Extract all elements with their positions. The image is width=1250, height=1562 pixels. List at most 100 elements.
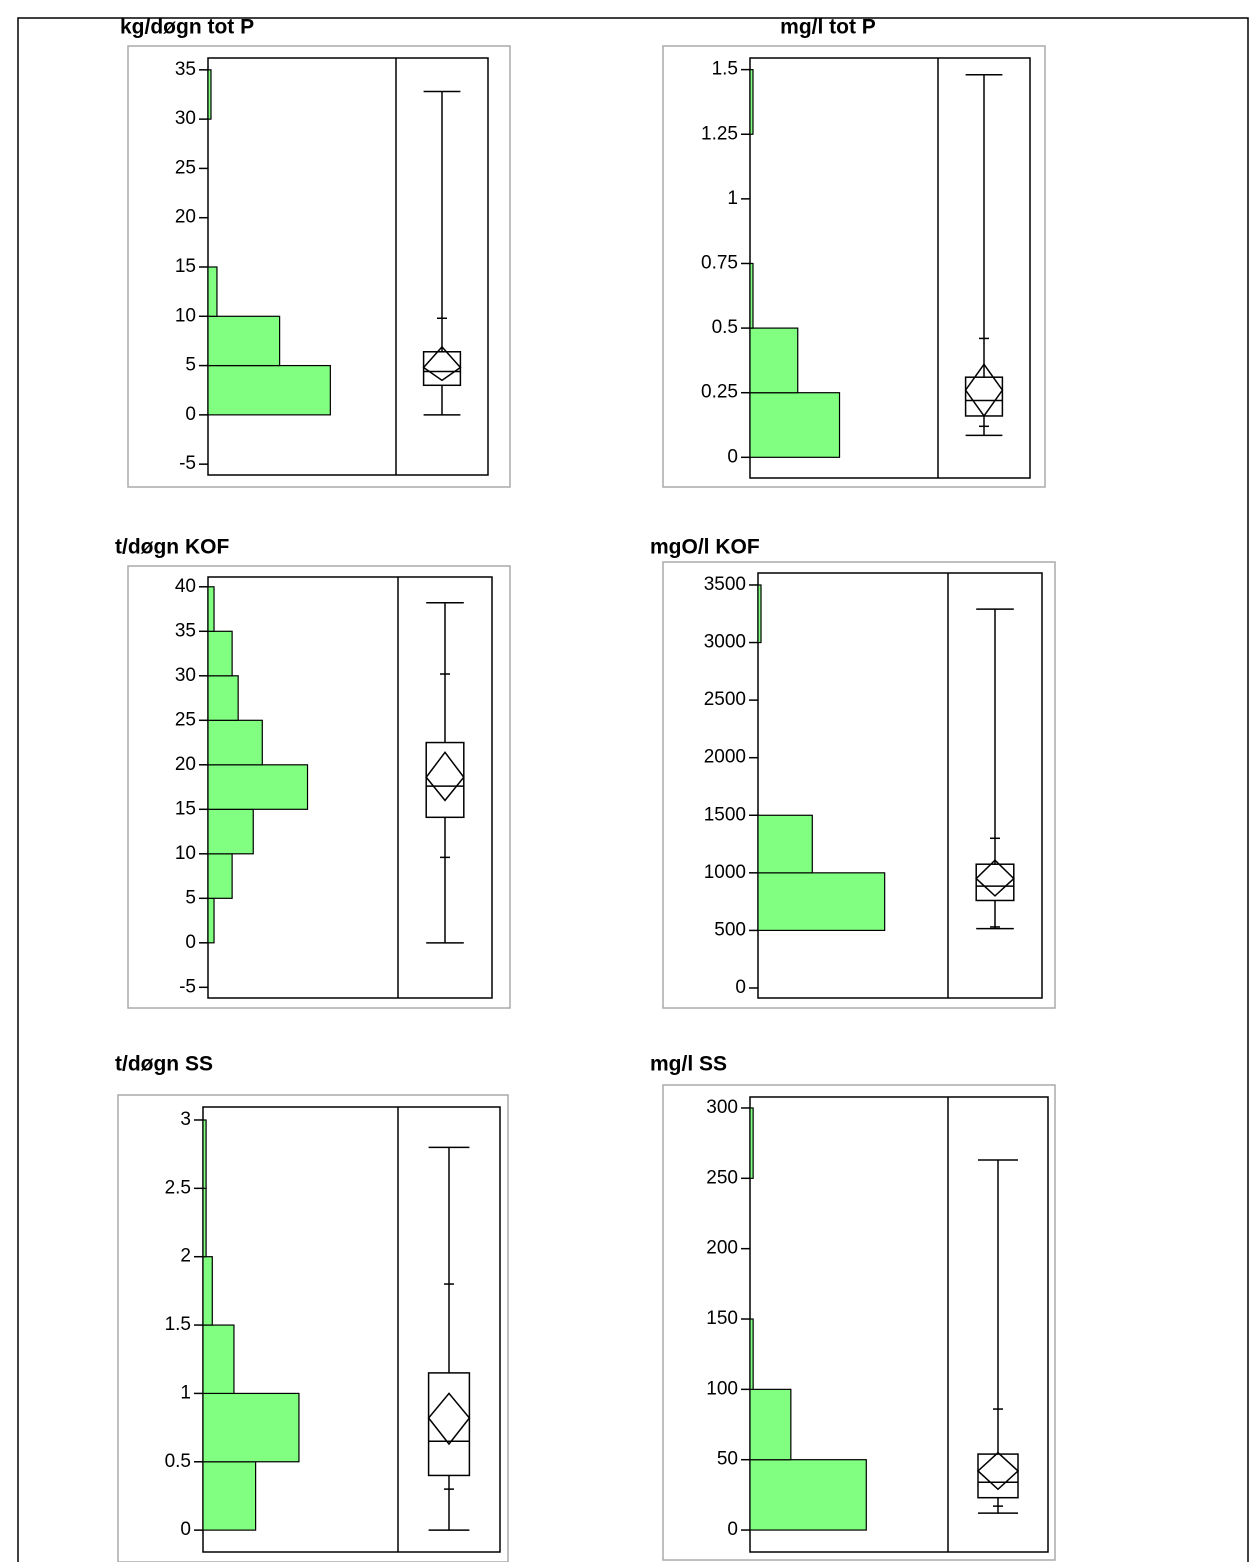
y-tick-label: 25 <box>175 157 196 178</box>
histogram-bar <box>207 364 331 416</box>
y-tick-label: 35 <box>175 59 196 80</box>
y-tick-label: 0.5 <box>165 1451 191 1472</box>
histogram-bar <box>749 327 799 394</box>
panel-frame <box>127 565 511 1009</box>
mean-diamond <box>976 1451 1020 1491</box>
panel-title: t/døgn SS <box>115 1053 213 1076</box>
panel-frame <box>662 561 1056 1009</box>
y-tick-label: 20 <box>175 754 196 775</box>
y-tick-label: 5 <box>185 887 196 908</box>
mean-diamond <box>422 345 462 382</box>
y-tick-label: 1 <box>180 1382 191 1403</box>
histogram-bar <box>207 897 215 944</box>
histogram-bar <box>207 764 309 810</box>
y-tick-label: 2000 <box>704 747 746 768</box>
y-tick-label: 30 <box>175 108 196 129</box>
mean-diamond <box>425 751 465 802</box>
histogram-bar <box>749 1318 754 1390</box>
box <box>427 1372 471 1477</box>
y-tick-label: 2.5 <box>165 1177 191 1198</box>
y-tick-label: 250 <box>706 1167 738 1188</box>
histogram-bar <box>202 1187 207 1258</box>
y-tick-label: 0.5 <box>712 317 738 338</box>
histogram-bar <box>207 675 239 721</box>
histogram-bar <box>202 1324 235 1395</box>
y-tick-label: 100 <box>706 1378 738 1399</box>
mean-diamond <box>964 362 1004 418</box>
histogram-bar <box>202 1119 207 1189</box>
histogram-bar <box>207 586 215 632</box>
histogram-bar <box>202 1256 213 1326</box>
y-tick-label: 15 <box>175 256 196 277</box>
y-tick-label: 1000 <box>704 862 746 883</box>
histogram-bar <box>207 808 254 855</box>
y-tick-label: 3500 <box>704 574 746 595</box>
panel-title: mg/l tot P <box>780 16 876 39</box>
y-tick-label: 5 <box>185 355 196 376</box>
y-tick-label: 10 <box>175 305 196 326</box>
histogram-bar <box>202 1461 257 1531</box>
panel-title: t/døgn KOF <box>115 536 229 559</box>
y-tick-label: 0.25 <box>701 382 738 403</box>
y-tick-label: 1500 <box>704 804 746 825</box>
page-border <box>17 17 1249 1562</box>
histogram-bar <box>757 814 813 874</box>
histogram-bar <box>757 584 762 644</box>
y-tick-label: 20 <box>175 207 196 228</box>
histogram-bar <box>207 266 218 317</box>
box <box>975 863 1015 902</box>
y-tick-label: 30 <box>175 665 196 686</box>
histogram-bar <box>749 1388 792 1461</box>
histogram-bar <box>202 1392 300 1463</box>
histogram-bar <box>749 262 754 329</box>
y-tick-label: 0 <box>727 1519 738 1540</box>
y-tick-label: 1.25 <box>701 123 738 144</box>
histogram-bar <box>207 853 233 899</box>
histogram-bar <box>749 392 841 458</box>
y-tick-label: 500 <box>714 919 746 940</box>
panel-frame <box>662 1084 1056 1561</box>
y-tick-label: 0 <box>735 977 746 998</box>
y-tick-label: 1.5 <box>712 59 738 80</box>
panel-frame <box>117 1094 509 1562</box>
y-tick-label: 0 <box>180 1519 191 1540</box>
panel-title: mg/l SS <box>650 1053 727 1076</box>
y-tick-label: 3000 <box>704 632 746 653</box>
panel-title: mgO/l KOF <box>650 536 760 559</box>
y-tick-label: 300 <box>706 1097 738 1118</box>
y-tick-label: 50 <box>717 1449 738 1470</box>
y-tick-label: 3 <box>180 1109 191 1130</box>
mean-diamond <box>427 1392 471 1446</box>
box <box>964 376 1004 417</box>
histogram-bar <box>207 630 233 677</box>
histogram-bar <box>207 315 281 367</box>
y-tick-label: 0.75 <box>701 252 738 273</box>
y-tick-label: 0 <box>185 404 196 425</box>
histogram-bar <box>207 719 263 766</box>
histogram-bar <box>749 1107 754 1179</box>
y-tick-label: -5 <box>179 453 196 474</box>
y-tick-label: 1 <box>727 188 738 209</box>
y-tick-label: 25 <box>175 709 196 730</box>
panel-frame <box>127 45 511 488</box>
y-tick-label: 10 <box>175 843 196 864</box>
y-tick-label: 2 <box>180 1246 191 1267</box>
y-tick-label: 2500 <box>704 689 746 710</box>
y-tick-label: -5 <box>179 976 196 997</box>
y-tick-label: 200 <box>706 1238 738 1259</box>
histogram-bar <box>757 872 886 932</box>
histogram-bar <box>749 1459 867 1531</box>
mean-diamond <box>975 859 1015 897</box>
panel-frame <box>662 45 1046 488</box>
histogram-bar <box>207 69 212 120</box>
histogram-bar <box>749 69 754 135</box>
box <box>977 1453 1019 1499</box>
panel-title: kg/døgn tot P <box>120 16 254 39</box>
y-tick-label: 150 <box>706 1308 738 1329</box>
box <box>425 741 465 819</box>
y-tick-label: 1.5 <box>165 1314 191 1335</box>
plot-frame <box>757 572 1043 999</box>
y-tick-label: 0 <box>727 446 738 467</box>
y-tick-label: 15 <box>175 798 196 819</box>
